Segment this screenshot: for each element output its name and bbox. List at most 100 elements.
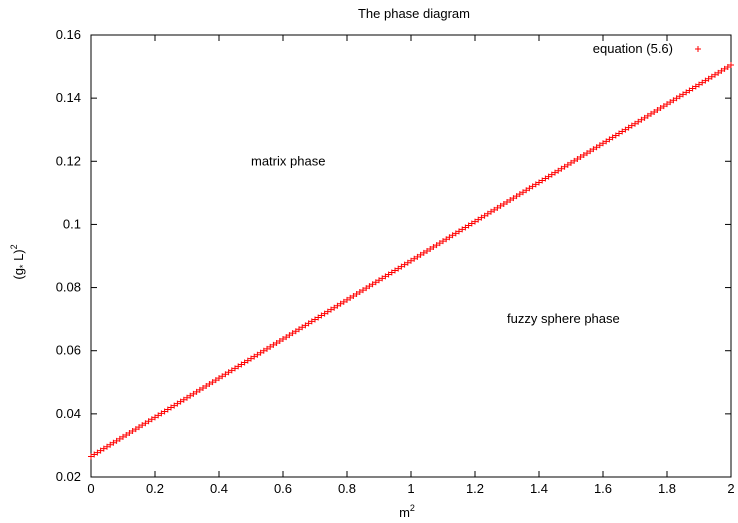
data-point (212, 377, 219, 384)
data-point (254, 351, 261, 358)
data-point (107, 441, 114, 448)
data-point (680, 91, 686, 98)
data-point (251, 353, 258, 360)
data-point (641, 114, 648, 121)
data-point (520, 189, 526, 196)
data-point (292, 328, 299, 335)
data-point (193, 388, 200, 395)
y-tick-label: 0.02 (56, 469, 81, 484)
data-point (209, 379, 216, 386)
x-tick-label: 1.8 (658, 481, 676, 496)
data-point (241, 359, 248, 366)
data-point (200, 384, 206, 391)
data-point (321, 310, 328, 317)
data-point (376, 277, 382, 284)
x-axis-label: m2 (399, 503, 415, 520)
data-point (657, 105, 664, 112)
data-point (340, 298, 347, 305)
data-point (161, 408, 168, 415)
data-point (539, 177, 546, 184)
data-points (88, 61, 734, 460)
data-point (724, 63, 731, 70)
data-point (324, 308, 331, 315)
data-point (718, 67, 725, 74)
annotation-label: matrix phase (251, 153, 325, 168)
data-point (462, 224, 469, 231)
data-point (273, 339, 280, 346)
data-point (561, 163, 568, 170)
y-tick-label: 0.16 (56, 27, 81, 42)
data-point (728, 61, 734, 68)
x-tick-label: 0.2 (146, 481, 164, 496)
data-point (590, 146, 597, 153)
data-point (510, 195, 517, 202)
data-point (363, 285, 370, 292)
y-tick-label: 0.04 (56, 406, 81, 421)
data-point (104, 443, 110, 450)
x-tick-label: 0.6 (274, 481, 292, 496)
data-point (401, 261, 408, 268)
data-point (155, 412, 162, 419)
data-point (116, 435, 123, 442)
data-point (670, 97, 677, 104)
y-axis-label: (g* L)2 (9, 244, 28, 279)
data-point (334, 302, 341, 309)
data-point (475, 216, 482, 223)
data-point (715, 69, 722, 76)
data-point (654, 107, 661, 114)
data-point (257, 349, 264, 356)
data-point (648, 110, 654, 117)
data-point (619, 128, 626, 135)
data-point (222, 371, 229, 378)
data-point (664, 101, 670, 108)
data-point (123, 431, 130, 438)
data-point (142, 420, 149, 427)
y-axis-label-base: (g (11, 268, 26, 280)
data-point (379, 275, 386, 282)
data-point (545, 173, 552, 180)
y-tick-label: 0.12 (56, 153, 81, 168)
data-point (708, 73, 715, 80)
annotation-label: fuzzy sphere phase (507, 311, 620, 326)
x-tick-label: 0 (87, 481, 94, 496)
data-point (216, 375, 222, 382)
x-tick-label: 0.4 (210, 481, 228, 496)
data-point (456, 228, 462, 235)
x-tick-label: 1.2 (466, 481, 484, 496)
y-tick-label: 0.06 (56, 343, 81, 358)
x-tick-label: 1 (407, 481, 414, 496)
data-point (164, 406, 171, 413)
data-point (145, 418, 152, 425)
data-point (91, 451, 98, 458)
data-point (315, 314, 322, 321)
data-point (721, 65, 728, 72)
data-point (683, 89, 690, 96)
data-point (702, 77, 709, 84)
y-axis-ticks: 0.02 0.04 0.06 0.08 0.1 0.12 0.14 0.16 (56, 27, 731, 484)
data-point (564, 161, 571, 168)
data-point (177, 398, 184, 405)
data-point (433, 242, 440, 249)
data-point (638, 116, 645, 123)
data-point (267, 343, 274, 350)
data-point (609, 134, 616, 141)
data-point (427, 245, 434, 252)
data-point (120, 433, 126, 440)
x-tick-label: 2 (727, 481, 734, 496)
data-point (174, 400, 181, 407)
data-point (504, 199, 510, 206)
data-point (139, 422, 146, 429)
data-point (446, 234, 453, 241)
data-point (478, 214, 485, 221)
data-point (628, 122, 635, 129)
data-point (644, 112, 651, 119)
data-point (507, 197, 514, 204)
data-point (328, 306, 334, 313)
data-point (337, 300, 344, 307)
data-point (616, 130, 622, 137)
data-point (699, 79, 706, 86)
data-point (417, 251, 424, 258)
x-tick-label: 1.6 (594, 481, 612, 496)
data-point (203, 383, 210, 390)
data-point (296, 326, 302, 333)
